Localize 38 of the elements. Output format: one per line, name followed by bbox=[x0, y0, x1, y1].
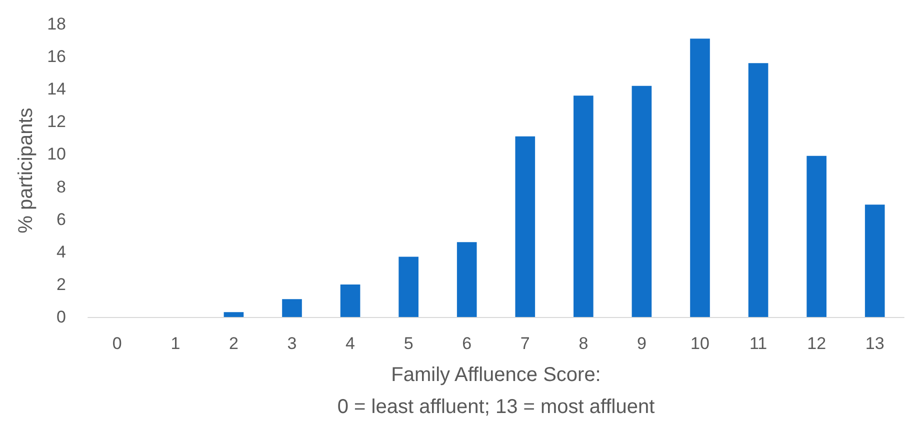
y-tick-label: 12 bbox=[47, 112, 66, 132]
y-tick-label: 16 bbox=[47, 47, 66, 66]
x-tick-label: 4 bbox=[346, 334, 356, 353]
x-tick-label: 10 bbox=[690, 334, 710, 353]
x-tick-label: 8 bbox=[578, 334, 588, 353]
x-axis-title: Family Affluence Score: 0 = least affluent; 13 = most affluent bbox=[337, 364, 656, 418]
bar bbox=[632, 86, 652, 317]
x-tick-label: 7 bbox=[520, 334, 530, 353]
y-tick-label: 18 bbox=[47, 14, 66, 34]
bar bbox=[864, 204, 885, 317]
bar bbox=[515, 136, 536, 317]
x-tick-label: 2 bbox=[228, 334, 238, 353]
bar bbox=[806, 156, 826, 317]
y-axis-title: % participants bbox=[15, 108, 38, 234]
x-tick-label: 0 bbox=[112, 334, 122, 353]
x-tick-label: 9 bbox=[636, 334, 646, 353]
y-tick-label: 10 bbox=[47, 144, 66, 164]
bar bbox=[456, 242, 477, 317]
bar bbox=[282, 299, 302, 317]
x-tick-label: 12 bbox=[807, 334, 826, 353]
y-tick-label: 8 bbox=[56, 177, 66, 196]
y-tick-label: 2 bbox=[56, 274, 66, 294]
y-tick-label: 14 bbox=[47, 80, 66, 99]
bar bbox=[340, 284, 360, 317]
x-tick-label: 5 bbox=[404, 334, 414, 353]
bar bbox=[224, 312, 244, 317]
bar bbox=[398, 256, 418, 317]
bar bbox=[690, 38, 710, 317]
y-tick-label: 4 bbox=[56, 242, 66, 262]
x-tick-label: 13 bbox=[865, 334, 884, 353]
y-tick-label: 6 bbox=[56, 210, 66, 229]
bar bbox=[574, 96, 594, 317]
x-tick-label: 11 bbox=[749, 334, 768, 353]
bar bbox=[748, 63, 768, 317]
x-tick-label: 1 bbox=[170, 334, 180, 353]
x-tick-label: 6 bbox=[462, 334, 472, 353]
x-tick-label: 3 bbox=[287, 334, 297, 353]
y-tick-label: 0 bbox=[56, 308, 66, 326]
